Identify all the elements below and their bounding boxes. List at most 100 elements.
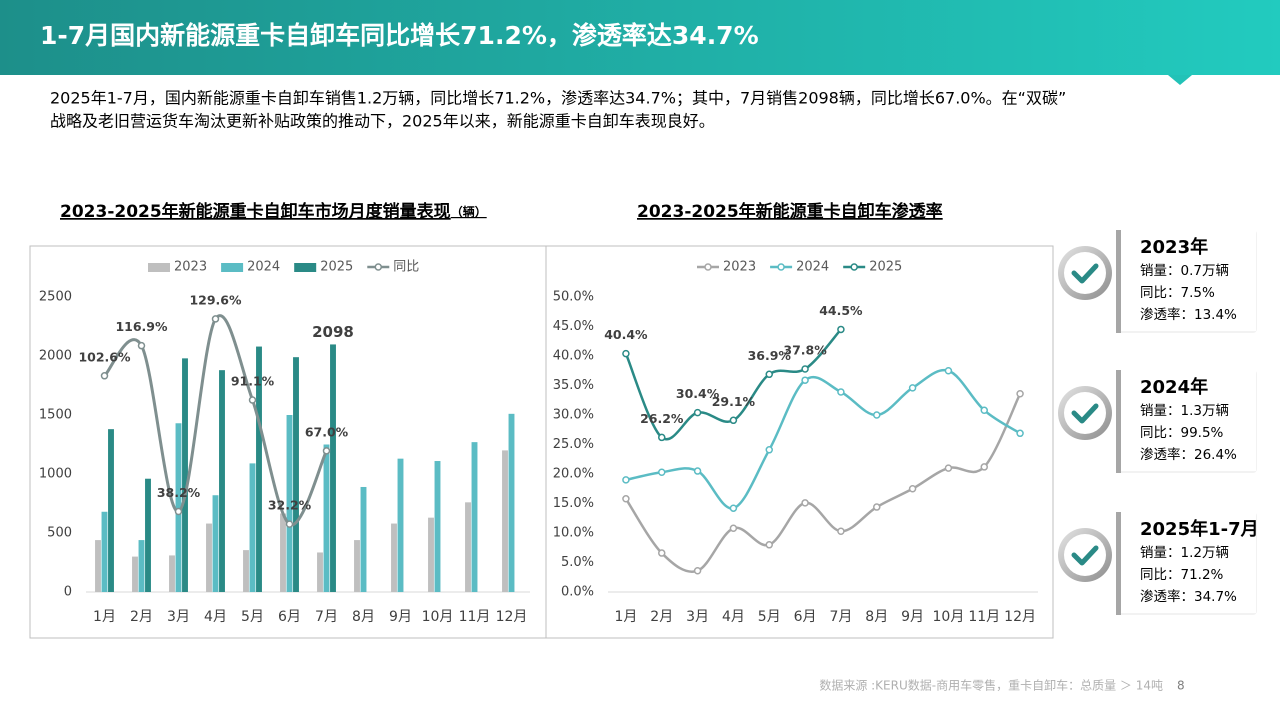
x-tick-label: 3月 bbox=[686, 609, 709, 625]
y-tick-label: 50.0% bbox=[553, 290, 594, 305]
line-point bbox=[658, 549, 666, 557]
data-label: 91.1% bbox=[231, 374, 275, 389]
line-point bbox=[729, 504, 738, 512]
line-point bbox=[765, 370, 773, 379]
data-label: 102.6% bbox=[78, 349, 131, 364]
data-label: 2098 bbox=[312, 323, 354, 341]
legend-label: 2024 bbox=[247, 260, 280, 275]
x-tick-label: 4月 bbox=[722, 609, 745, 625]
y-tick-label: 20.0% bbox=[553, 467, 594, 482]
card-line: 同比：71.2% bbox=[1140, 567, 1224, 583]
check-icon bbox=[1071, 263, 1099, 284]
line-point bbox=[765, 446, 773, 454]
data-label: 129.6% bbox=[189, 292, 242, 307]
line-point bbox=[908, 384, 917, 392]
chart-frame bbox=[545, 245, 1054, 639]
card-line: 渗透率：13.4% bbox=[1140, 306, 1237, 323]
y-tick-label: 500 bbox=[47, 526, 72, 541]
y-tick-label: 1000 bbox=[39, 467, 72, 482]
legend-swatch bbox=[221, 263, 244, 272]
line-point bbox=[693, 567, 702, 575]
bar bbox=[293, 357, 299, 592]
line-point bbox=[729, 416, 738, 425]
y-tick-label: 30.0% bbox=[553, 408, 594, 423]
data-label: 37.8% bbox=[783, 342, 827, 357]
bar bbox=[169, 555, 175, 592]
y-tick-label: 15.0% bbox=[553, 496, 594, 511]
line-point bbox=[174, 507, 183, 516]
x-tick-label: 10月 bbox=[933, 609, 965, 625]
bar bbox=[360, 486, 367, 592]
y-tick-label: 10.0% bbox=[553, 526, 594, 541]
line-point bbox=[801, 365, 809, 373]
data-label: 38.2% bbox=[157, 485, 201, 500]
data-label: 40.4% bbox=[604, 327, 648, 342]
bar bbox=[212, 495, 219, 592]
bar bbox=[465, 502, 471, 592]
bar bbox=[206, 523, 212, 592]
bar bbox=[243, 550, 249, 592]
y-tick-label: 25.0% bbox=[553, 437, 594, 452]
x-tick-label: 5月 bbox=[241, 609, 264, 625]
bar bbox=[108, 429, 114, 592]
line-point bbox=[837, 527, 845, 535]
header-notch bbox=[1168, 75, 1192, 85]
card-accent bbox=[1116, 230, 1121, 333]
card-line: 同比：99.5% bbox=[1140, 425, 1224, 441]
y-tick-label: 45.0% bbox=[553, 319, 594, 334]
x-tick-label: 9月 bbox=[901, 609, 924, 625]
line-point bbox=[729, 524, 738, 533]
card bbox=[1121, 370, 1256, 471]
line-point bbox=[765, 541, 773, 549]
line-point bbox=[248, 396, 257, 404]
line-point bbox=[693, 467, 702, 475]
bar bbox=[132, 556, 138, 592]
bar bbox=[397, 458, 404, 592]
x-tick-label: 1月 bbox=[93, 609, 116, 625]
x-tick-label: 12月 bbox=[1004, 609, 1036, 625]
legend-swatch bbox=[777, 263, 785, 271]
x-tick-label: 12月 bbox=[496, 609, 528, 625]
line-point bbox=[908, 485, 917, 493]
x-tick-label: 8月 bbox=[865, 609, 888, 625]
card bbox=[1121, 512, 1256, 613]
data-label: 26.2% bbox=[640, 411, 684, 426]
x-tick-label: 3月 bbox=[167, 609, 190, 625]
page-number: 8 bbox=[1177, 679, 1185, 693]
data-label: 30.4% bbox=[676, 386, 720, 401]
card-line: 渗透率：26.4% bbox=[1140, 446, 1237, 463]
x-tick-label: 4月 bbox=[204, 609, 227, 625]
check-inner bbox=[1064, 252, 1106, 294]
x-tick-label: 7月 bbox=[315, 609, 338, 625]
x-tick-label: 6月 bbox=[794, 609, 817, 625]
bar bbox=[502, 450, 508, 592]
card-title: 2024年 bbox=[1140, 376, 1208, 398]
legend-label: 2023 bbox=[174, 260, 207, 275]
bar bbox=[95, 540, 101, 592]
card-line: 渗透率：34.7% bbox=[1140, 588, 1237, 605]
line-point bbox=[322, 447, 331, 455]
legend-swatch bbox=[148, 263, 170, 272]
bar bbox=[508, 413, 515, 592]
bar bbox=[428, 517, 434, 592]
bar bbox=[138, 540, 145, 592]
x-tick-label: 2月 bbox=[130, 609, 153, 625]
bar bbox=[182, 358, 188, 592]
legend-swatch bbox=[374, 263, 383, 271]
card-accent bbox=[1116, 370, 1121, 473]
bar bbox=[256, 346, 262, 592]
data-label: 44.5% bbox=[819, 303, 863, 318]
data-label: 67.0% bbox=[305, 424, 349, 439]
chart-title-unit: （辆） bbox=[451, 204, 487, 219]
bar bbox=[286, 415, 293, 592]
line-point bbox=[285, 520, 294, 528]
line-point bbox=[1016, 390, 1024, 398]
line-point bbox=[137, 341, 146, 350]
legend-swatch bbox=[294, 263, 317, 272]
legend-swatch bbox=[850, 263, 858, 271]
bar bbox=[280, 513, 286, 592]
y-tick-label: 40.0% bbox=[553, 349, 594, 364]
line-point bbox=[801, 499, 809, 507]
card-line: 销量：1.2万辆 bbox=[1140, 545, 1229, 561]
